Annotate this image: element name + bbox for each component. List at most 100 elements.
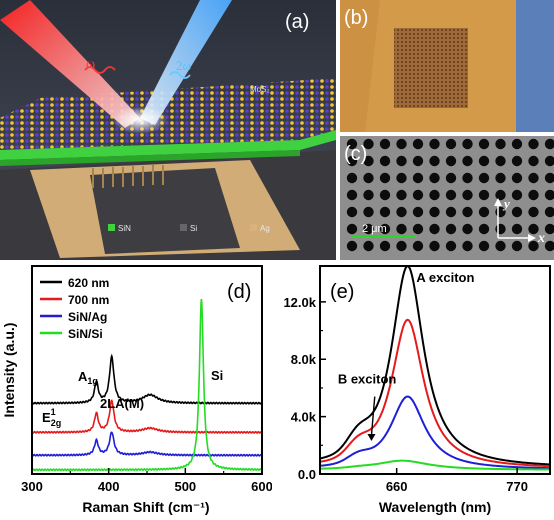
sem-hole: [462, 223, 473, 235]
pl-x-tick-label: 660: [386, 479, 408, 494]
pl-series-line: [319, 264, 551, 466]
sem-hole: [511, 206, 523, 218]
panel-label-b: (b): [344, 7, 368, 29]
sem-hole: [445, 138, 457, 150]
sem-hole: [363, 206, 374, 218]
sem-hole: [511, 240, 523, 252]
sem-hole: [396, 206, 407, 218]
sem-hole: [396, 189, 407, 201]
sem-hole: [363, 223, 374, 235]
pl-series-line: [319, 318, 551, 468]
annotation-e2g: E1 2g: [42, 407, 61, 428]
schematic-illustration: ω 2ω MoS₂ SiN Si Ag (a): [0, 0, 336, 260]
panel-label-c: (c): [344, 143, 367, 165]
sem-hole: [544, 138, 554, 150]
raman-x-tick-label: 300: [21, 479, 43, 494]
sem-hole: [346, 155, 358, 167]
panel-b-optical-image: (b): [340, 0, 554, 132]
pl-x-tick-label: 770: [506, 479, 528, 494]
raman-x-tick-label: 400: [98, 479, 120, 494]
sem-hole: [528, 189, 539, 201]
sem-hole: [495, 172, 506, 184]
sem-hole: [544, 240, 554, 252]
sem-hole: [412, 138, 424, 150]
pl-y-tick-label: 8.0k: [291, 352, 317, 367]
sem-hole: [396, 223, 407, 235]
sem-hole: [346, 138, 358, 150]
sem-hole: [346, 206, 358, 218]
raman-legend-label: 620 nm: [68, 276, 109, 290]
optical-micrograph: (b): [340, 0, 554, 132]
axis-label-y: y: [502, 196, 510, 211]
sem-micrograph: 2 μm y x (c): [340, 136, 554, 260]
raman-x-axis-title: Raman Shift (cm⁻¹): [82, 499, 209, 515]
omega-label: ω: [86, 57, 95, 72]
sem-hole: [511, 155, 523, 167]
pl-y-tick-label: 0.0: [298, 467, 316, 482]
sem-hole: [511, 189, 523, 201]
sem-hole: [379, 138, 391, 150]
sem-hole-array: [346, 138, 554, 252]
sem-hole: [363, 172, 374, 184]
sem-hole: [429, 138, 440, 150]
sem-hole: [412, 172, 424, 184]
sem-hole: [363, 189, 374, 201]
sem-hole: [412, 240, 424, 252]
sem-hole: [528, 138, 539, 150]
axis-label-x: x: [537, 231, 545, 246]
sem-hole: [511, 172, 523, 184]
sem-hole: [462, 138, 473, 150]
pl-plot-frame: [319, 265, 551, 475]
sem-hole: [544, 223, 554, 235]
sem-hole: [528, 155, 539, 167]
raman-chart: 300 400 500 600 620 nm 700 nm SiN/Ag SiN/Si (d…: [1, 265, 272, 515]
sem-hole: [445, 155, 457, 167]
annotation-a1g: A1g: [78, 369, 98, 386]
pl-chart: 660 770 0.0 4.0k 8.0k 12.0k (e) A exciton B e…: [283, 264, 551, 515]
sem-hole: [346, 189, 358, 201]
two-omega-label: 2ω: [176, 58, 192, 73]
raman-series-line: [31, 431, 263, 457]
sem-hole: [445, 189, 457, 201]
sem-hole: [412, 223, 424, 235]
sem-hole: [429, 172, 440, 184]
raman-series-line: [31, 298, 263, 472]
panel-label-a: (a): [285, 11, 309, 33]
sem-hole: [495, 223, 506, 235]
sem-hole: [462, 155, 473, 167]
sem-hole: [528, 206, 539, 218]
scale-bar-label: 2 μm: [362, 223, 387, 235]
raman-legend-label: 700 nm: [68, 293, 109, 307]
annotation-a-exciton: A exciton: [416, 270, 474, 285]
raman-legend-label: SiN/Ag: [68, 310, 107, 324]
pl-y-tick-label: 4.0k: [291, 410, 317, 425]
sem-hole: [429, 206, 440, 218]
sem-hole: [478, 206, 490, 218]
sem-hole: [544, 206, 554, 218]
annotation-b-exciton: B exciton: [338, 372, 397, 387]
sem-hole: [412, 155, 424, 167]
sem-hole: [379, 223, 391, 235]
annotation-2la: 2LA(M): [100, 396, 144, 411]
sem-hole: [379, 155, 391, 167]
raman-series-line: [31, 399, 263, 434]
sem-hole: [478, 138, 490, 150]
sem-hole: [396, 240, 407, 252]
sem-hole: [495, 240, 506, 252]
pl-series-line: [319, 395, 551, 470]
sem-hole: [544, 189, 554, 201]
b-exciton-arrow: [370, 396, 376, 436]
sem-hole: [379, 172, 391, 184]
sem-hole: [412, 189, 424, 201]
sem-hole: [363, 240, 374, 252]
sem-hole: [495, 138, 506, 150]
sem-hole: [363, 138, 374, 150]
legend-swatch-si: [180, 224, 187, 231]
panel-e-pl-chart: 660 770 0.0 4.0k 8.0k 12.0k (e) A exciton B e…: [276, 262, 554, 520]
sem-hole: [396, 155, 407, 167]
sem-hole: [511, 223, 523, 235]
sem-hole: [429, 155, 440, 167]
raman-y-axis-title: Intensity (a.u.): [1, 323, 17, 418]
panel-label-e: (e): [330, 281, 354, 303]
sem-hole: [379, 206, 391, 218]
